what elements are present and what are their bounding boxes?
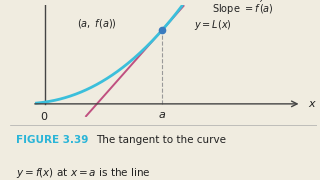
Text: $a$: $a$	[158, 110, 166, 120]
Text: $(a,\ f(a))$: $(a,\ f(a))$	[77, 17, 117, 30]
Text: $x$: $x$	[308, 99, 317, 109]
Text: $0$: $0$	[39, 110, 48, 122]
Text: $y = f(x)$ at $x = a$ is the line: $y = f(x)$ at $x = a$ is the line	[16, 166, 150, 179]
Text: FIGURE 3.39: FIGURE 3.39	[16, 135, 88, 145]
Text: The tangent to the curve: The tangent to the curve	[96, 135, 226, 145]
Text: $y = L(x)$: $y = L(x)$	[194, 18, 232, 32]
Text: Slope $= f\,\'(a)$: Slope $= f\,\'(a)$	[212, 0, 274, 17]
